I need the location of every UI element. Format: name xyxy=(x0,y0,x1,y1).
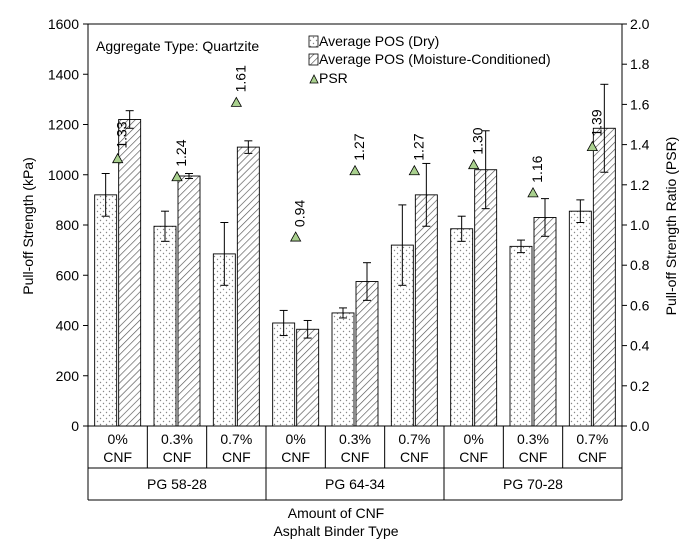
psr-value-label: 1.16 xyxy=(529,155,545,182)
psr-marker xyxy=(111,152,124,164)
bar-moisture xyxy=(414,194,438,427)
x-category-label: 0.7% xyxy=(576,431,608,447)
psr-value-label: 1.33 xyxy=(114,121,130,148)
y-right-tick-label: 2.0 xyxy=(630,16,650,32)
bar-dry xyxy=(568,210,592,427)
psr-value-label: 1.61 xyxy=(232,65,248,92)
psr-marker xyxy=(230,96,243,107)
bar-moisture xyxy=(296,328,320,427)
y-left-tick-label: 1200 xyxy=(48,117,79,133)
legend-swatch-moisture xyxy=(308,53,319,66)
x-category-label: 0% xyxy=(464,431,484,447)
x-category-label: CNF xyxy=(519,449,548,465)
y-left-tick-label: 1600 xyxy=(48,16,79,32)
bar-moisture xyxy=(177,175,201,427)
psr-marker xyxy=(171,170,183,182)
chart-annotation: Aggregate Type: Quartzite xyxy=(96,38,259,54)
y-left-tick-label: 800 xyxy=(56,217,80,233)
y-right-tick-label: 1.4 xyxy=(630,137,650,153)
psr-marker xyxy=(527,187,539,198)
y-right-tick-label: 1.0 xyxy=(630,217,650,233)
y-axis-left-title: Pull-off Strength (kPa) xyxy=(20,157,36,294)
psr-value-label: 1.27 xyxy=(410,133,426,160)
x-category-label: 0% xyxy=(108,431,128,447)
x-category-label: 0.7% xyxy=(398,431,430,447)
bar-dry xyxy=(272,322,296,427)
y-right-tick-label: 0.8 xyxy=(630,257,650,273)
x-group-label: PG 70-28 xyxy=(503,476,563,492)
y-left-tick-label: 1400 xyxy=(48,66,79,82)
bar-dry xyxy=(153,225,177,427)
x-category-label: 0.7% xyxy=(220,431,252,447)
psr-marker xyxy=(408,164,421,176)
x-axis-title-line-1: Amount of CNF xyxy=(288,505,384,521)
psr-marker xyxy=(289,231,302,242)
x-category-label: CNF xyxy=(281,449,310,465)
x-category-label: CNF xyxy=(341,449,370,465)
bar-moisture xyxy=(236,146,260,427)
x-category-label: CNF xyxy=(163,449,192,465)
x-category-label: CNF xyxy=(103,449,132,465)
y-left-tick-label: 200 xyxy=(56,368,80,384)
x-axis-title-line-2: Asphalt Binder Type xyxy=(273,523,398,539)
psr-marker xyxy=(586,140,599,152)
y-axis-right-title: Pull-off Strength Ratio (PSR) xyxy=(663,137,679,316)
x-category-label: CNF xyxy=(578,449,607,465)
bar-dry xyxy=(450,228,474,427)
x-category-label: CNF xyxy=(222,449,251,465)
x-category-label: CNF xyxy=(400,449,429,465)
y-right-tick-label: 0.6 xyxy=(630,297,650,313)
x-category-label: 0.3% xyxy=(517,431,549,447)
legend-label-moisture: Average POS (Moisture-Conditioned) xyxy=(319,51,551,67)
y-left-tick-label: 600 xyxy=(56,267,80,283)
psr-marker xyxy=(349,164,361,176)
x-category-label: 0.3% xyxy=(161,431,193,447)
y-left-tick-label: 1000 xyxy=(48,167,79,183)
y-right-tick-label: 0.4 xyxy=(630,338,650,354)
legend-swatch-dry xyxy=(308,35,319,48)
psr-value-label: 1.24 xyxy=(173,139,189,166)
x-category-label: 0.3% xyxy=(339,431,371,447)
y-right-tick-label: 1.8 xyxy=(630,56,650,72)
x-category-label: CNF xyxy=(459,449,488,465)
y-left-tick-label: 0 xyxy=(71,418,79,434)
x-group-label: PG 58-28 xyxy=(147,476,207,492)
bar-dry xyxy=(509,245,533,427)
bar-moisture xyxy=(118,119,142,427)
psr-value-label: 0.94 xyxy=(292,200,308,227)
psr-value-label: 1.27 xyxy=(351,133,367,160)
bar-dry xyxy=(94,194,118,427)
bar-moisture xyxy=(592,127,616,427)
x-group-label: PG 64-34 xyxy=(325,476,385,492)
psr-marker xyxy=(467,158,480,170)
legend-label-psr: PSR xyxy=(319,70,348,86)
y-right-tick-label: 0.0 xyxy=(630,418,650,434)
bar-dry xyxy=(331,312,355,427)
y-left-tick-label: 400 xyxy=(56,318,80,334)
bar-moisture xyxy=(355,281,379,427)
legend: Average POS (Dry) Average POS (Moisture-… xyxy=(308,33,551,86)
y-right-tick-label: 1.6 xyxy=(630,96,650,112)
legend-marker-psr xyxy=(309,74,319,84)
x-category-label: 0% xyxy=(286,431,306,447)
y-right-tick-label: 1.2 xyxy=(630,177,650,193)
psr-value-label: 1.30 xyxy=(470,127,486,154)
psr-value-label: 1.39 xyxy=(588,109,604,136)
legend-label-dry: Average POS (Dry) xyxy=(319,33,439,49)
y-right-tick-label: 0.2 xyxy=(630,378,650,394)
bar-moisture xyxy=(533,217,557,427)
